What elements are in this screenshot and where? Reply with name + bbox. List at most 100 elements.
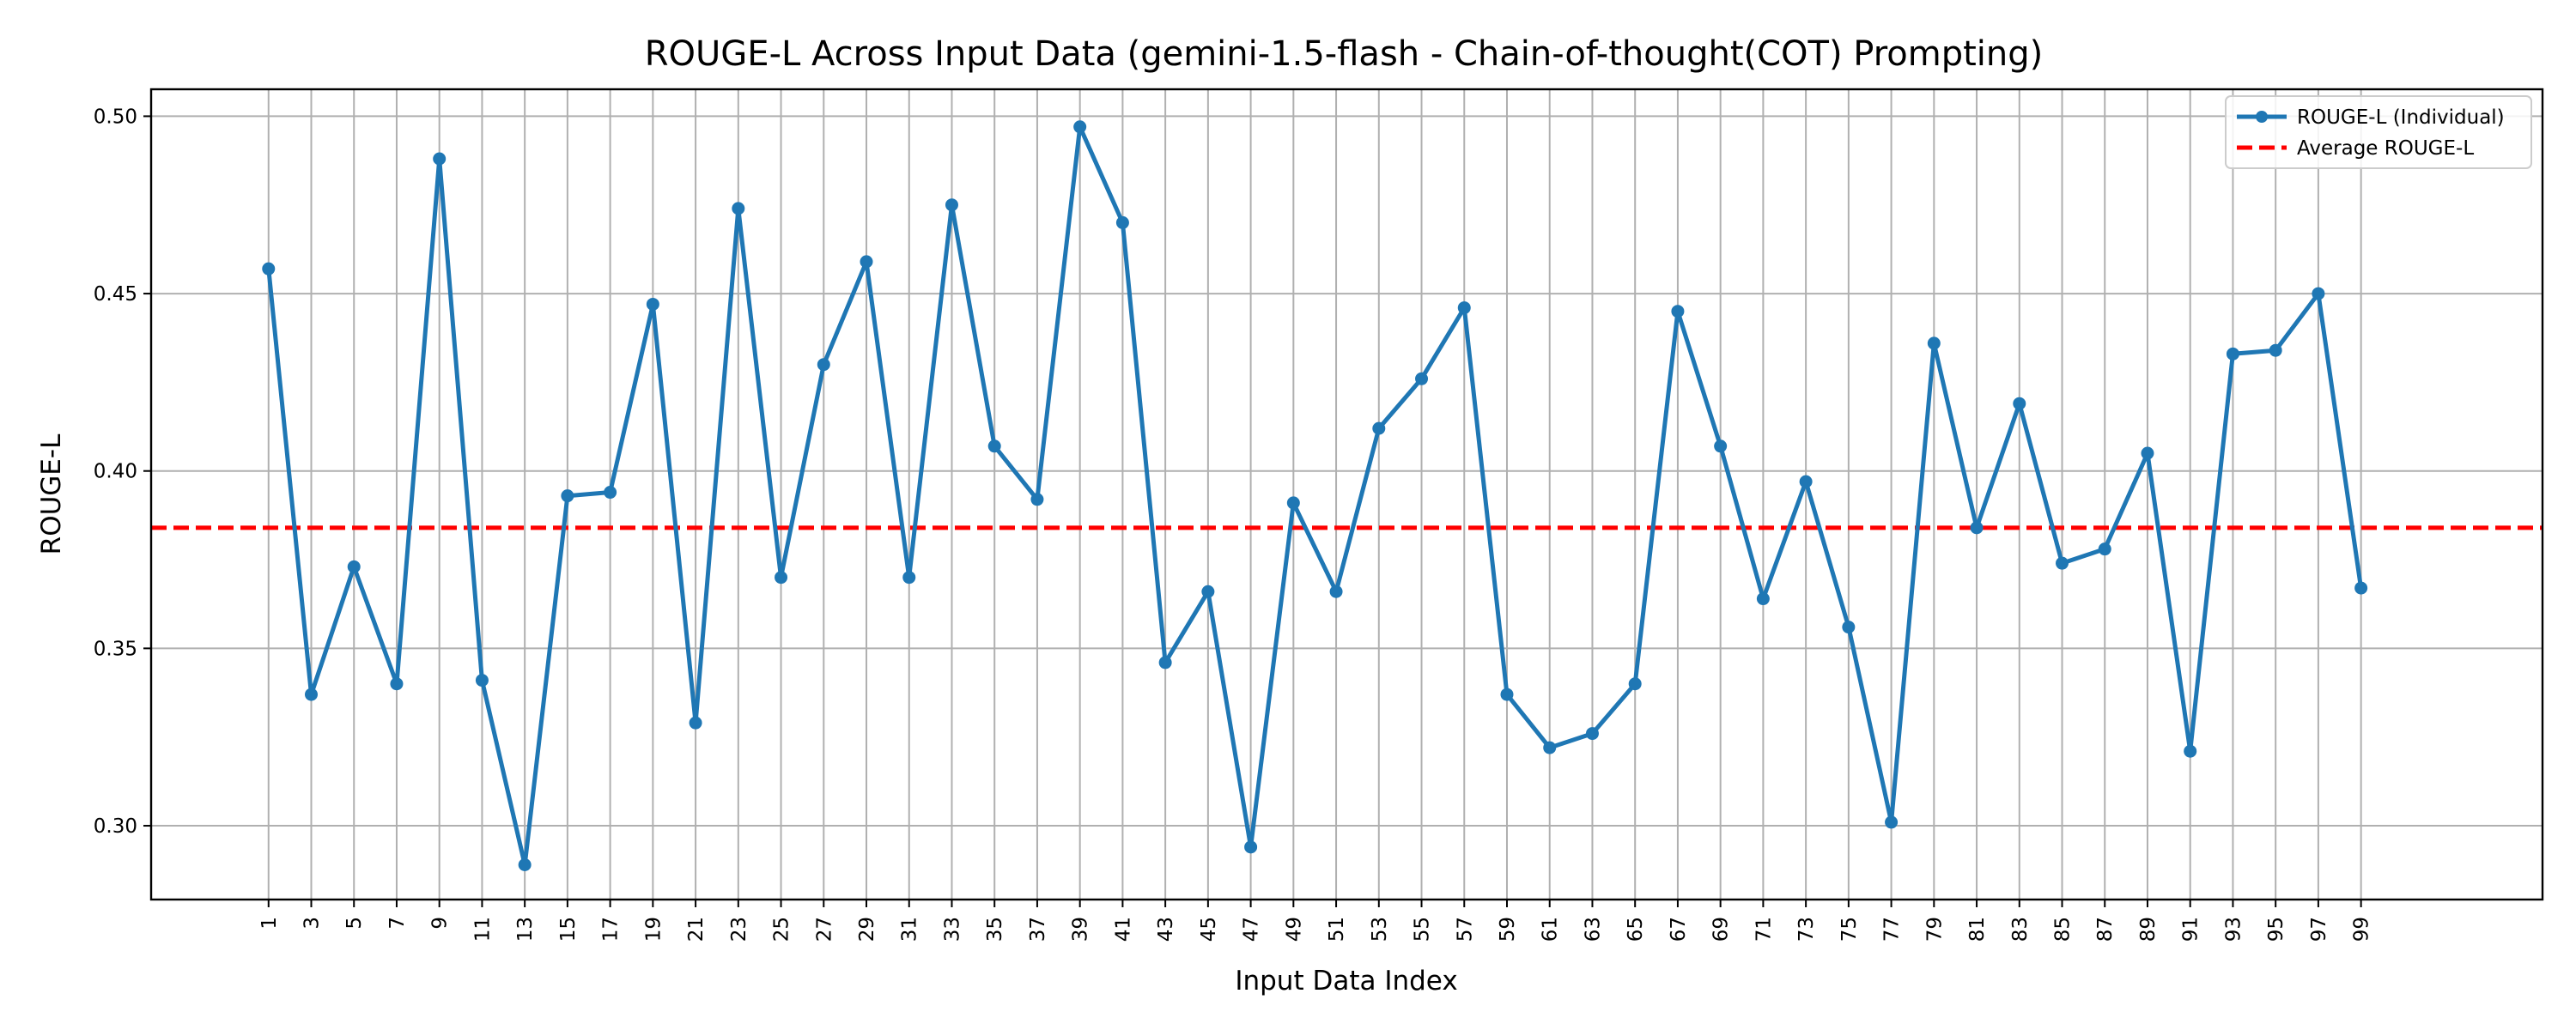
x-tick-label: 49 (1283, 917, 1305, 942)
data-point (1585, 727, 1599, 741)
y-tick-label: 0.35 (94, 638, 137, 660)
x-tick-label: 89 (2137, 917, 2160, 942)
data-point (1927, 336, 1941, 350)
y-axis-label: ROUGE-L (36, 433, 67, 554)
data-point (475, 674, 489, 688)
x-tick-label: 51 (1326, 917, 1348, 942)
data-point (1030, 493, 1044, 506)
x-tick-label: 97 (2308, 917, 2330, 942)
x-tick-label: 23 (728, 917, 750, 942)
data-point (1500, 688, 1514, 701)
x-axis-ticks: 1 3 5 7 9 11 13 15 17 19 21 23 25 27 29 31 33 35 37 39 41 43 4… (258, 900, 2373, 942)
data-point (2312, 287, 2325, 300)
data-point (561, 489, 574, 503)
x-tick-label: 93 (2222, 917, 2245, 942)
data-point (945, 198, 958, 212)
x-tick-label: 45 (1198, 917, 1220, 942)
x-tick-label: 85 (2052, 917, 2075, 942)
series-layer (262, 120, 2368, 871)
legend-series-marker (2256, 111, 2268, 123)
x-tick-label: 55 (1412, 917, 1434, 942)
x-tick-label: 47 (1241, 917, 1263, 942)
data-point (1372, 421, 1386, 435)
plot-frame (149, 88, 2544, 901)
data-point (347, 560, 361, 573)
x-tick-label: 77 (1881, 917, 1904, 942)
x-tick-label: 35 (984, 917, 1006, 942)
y-tick-label: 0.30 (94, 815, 137, 838)
data-point (902, 571, 916, 585)
data-point (2226, 347, 2239, 360)
x-tick-label: 37 (1027, 917, 1049, 942)
y-tick-label: 0.40 (94, 461, 137, 483)
data-point (1244, 840, 1258, 854)
x-tick-label: 5 (343, 917, 366, 930)
x-tick-label: 11 (471, 917, 494, 942)
x-tick-label: 43 (1155, 917, 1177, 942)
grid-lines (151, 89, 2543, 900)
data-point (689, 716, 702, 730)
x-tick-label: 59 (1497, 917, 1519, 942)
x-tick-label: 9 (429, 917, 452, 930)
chart-title: ROUGE-L Across Input Data (gemini-1.5-fl… (645, 34, 2044, 74)
x-tick-label: 87 (2094, 917, 2117, 942)
data-point (1842, 621, 1856, 634)
x-tick-label: 15 (557, 917, 580, 942)
x-tick-label: 61 (1540, 917, 1562, 942)
x-tick-label: 73 (1795, 917, 1818, 942)
x-tick-label: 21 (685, 917, 708, 942)
x-tick-label: 1 (258, 917, 281, 930)
series-line (266, 124, 2364, 867)
x-tick-label: 7 (386, 917, 409, 930)
data-point (1628, 677, 1642, 691)
data-point (1885, 815, 1899, 829)
data-point (1115, 215, 1129, 229)
x-tick-label: 71 (1753, 917, 1775, 942)
x-tick-label: 63 (1582, 917, 1604, 942)
data-point (1543, 741, 1557, 754)
x-tick-label: 69 (1710, 917, 1733, 942)
data-point (732, 202, 745, 215)
x-tick-label: 75 (1838, 917, 1861, 942)
data-point (2013, 397, 2026, 410)
x-tick-label: 13 (514, 917, 537, 942)
data-point (518, 857, 532, 871)
x-tick-label: 95 (2265, 917, 2287, 942)
data-point (2269, 343, 2282, 357)
data-point (1201, 585, 1215, 598)
x-tick-label: 53 (1369, 917, 1391, 942)
data-point (1714, 439, 1728, 453)
x-tick-label: 67 (1668, 917, 1690, 942)
x-axis-label: Input Data Index (1235, 966, 1457, 997)
legend-average-label: Average ROUGE-L (2297, 137, 2474, 160)
legend-box (2225, 95, 2532, 169)
data-point (646, 297, 659, 311)
data-point (2056, 556, 2069, 570)
data-point (1970, 521, 1984, 535)
legend: ROUGE-L (Individual) Average ROUGE-L (2225, 95, 2532, 169)
x-tick-label: 25 (771, 917, 793, 942)
data-point (987, 439, 1001, 453)
legend-series-label: ROUGE-L (Individual) (2297, 106, 2505, 129)
x-tick-label: 27 (813, 917, 835, 942)
data-point (1073, 120, 1087, 134)
x-tick-label: 99 (2351, 917, 2373, 942)
y-axis-ticks: 0.30 0.35 0.40 0.45 0.50 (94, 106, 151, 838)
data-point (390, 677, 404, 691)
data-point (2184, 744, 2197, 758)
data-point (2141, 446, 2154, 460)
data-point (1799, 475, 1813, 488)
data-point (860, 255, 873, 269)
x-tick-label: 91 (2180, 917, 2202, 942)
data-point (604, 486, 617, 500)
x-tick-label: 83 (2009, 917, 2032, 942)
x-tick-label: 31 (899, 917, 921, 942)
y-tick-label: 0.50 (94, 106, 137, 128)
x-tick-label: 81 (1966, 917, 1989, 942)
data-point (1286, 496, 1300, 510)
y-tick-label: 0.45 (94, 283, 137, 306)
x-tick-label: 65 (1625, 917, 1647, 942)
x-tick-label: 3 (301, 917, 323, 930)
